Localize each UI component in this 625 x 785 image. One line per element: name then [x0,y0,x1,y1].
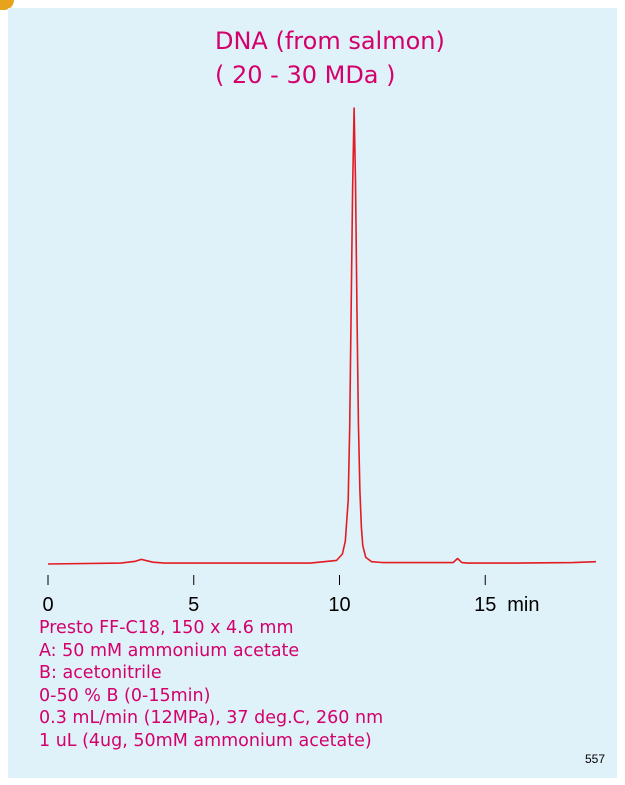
condition-flow: 0.3 mL/min (12MPa), 37 deg.C, 260 nm [39,708,384,729]
chromatogram-trace [47,107,597,565]
x-tick-label-10: 10 [328,594,350,616]
chart-title: DNA (from salmon) ( 20 - 30 MDa ) [215,24,445,92]
x-axis-tick-labels: 0 5 10 15 [42,594,496,616]
x-axis-unit-label: min [507,594,539,616]
condition-eluent-b: B: acetonitrile [39,663,162,684]
x-tick-label-15: 15 [474,594,496,616]
title-line-1: DNA (from salmon) [215,27,445,55]
condition-column: Presto FF-C18, 150 x 4.6 mm [39,618,294,638]
condition-eluent-a: A: 50 mM ammonium acetate [39,640,300,661]
corner-accent-tab [0,0,14,10]
title-line-2: ( 20 - 30 MDa ) [215,61,396,89]
x-axis-ticks [47,575,486,585]
x-tick-label-5: 5 [188,594,199,616]
x-tick-label-0: 0 [42,594,53,616]
condition-injection: 1 uL (4ug, 50mM ammonium acetate) [39,730,372,751]
run-conditions: Presto FF-C18, 150 x 4.6 mm A: 50 mM amm… [39,617,383,753]
page-number: 557 [585,752,606,766]
condition-gradient: 0-50 % B (0-15min) [39,685,211,706]
chart-panel [8,8,617,778]
